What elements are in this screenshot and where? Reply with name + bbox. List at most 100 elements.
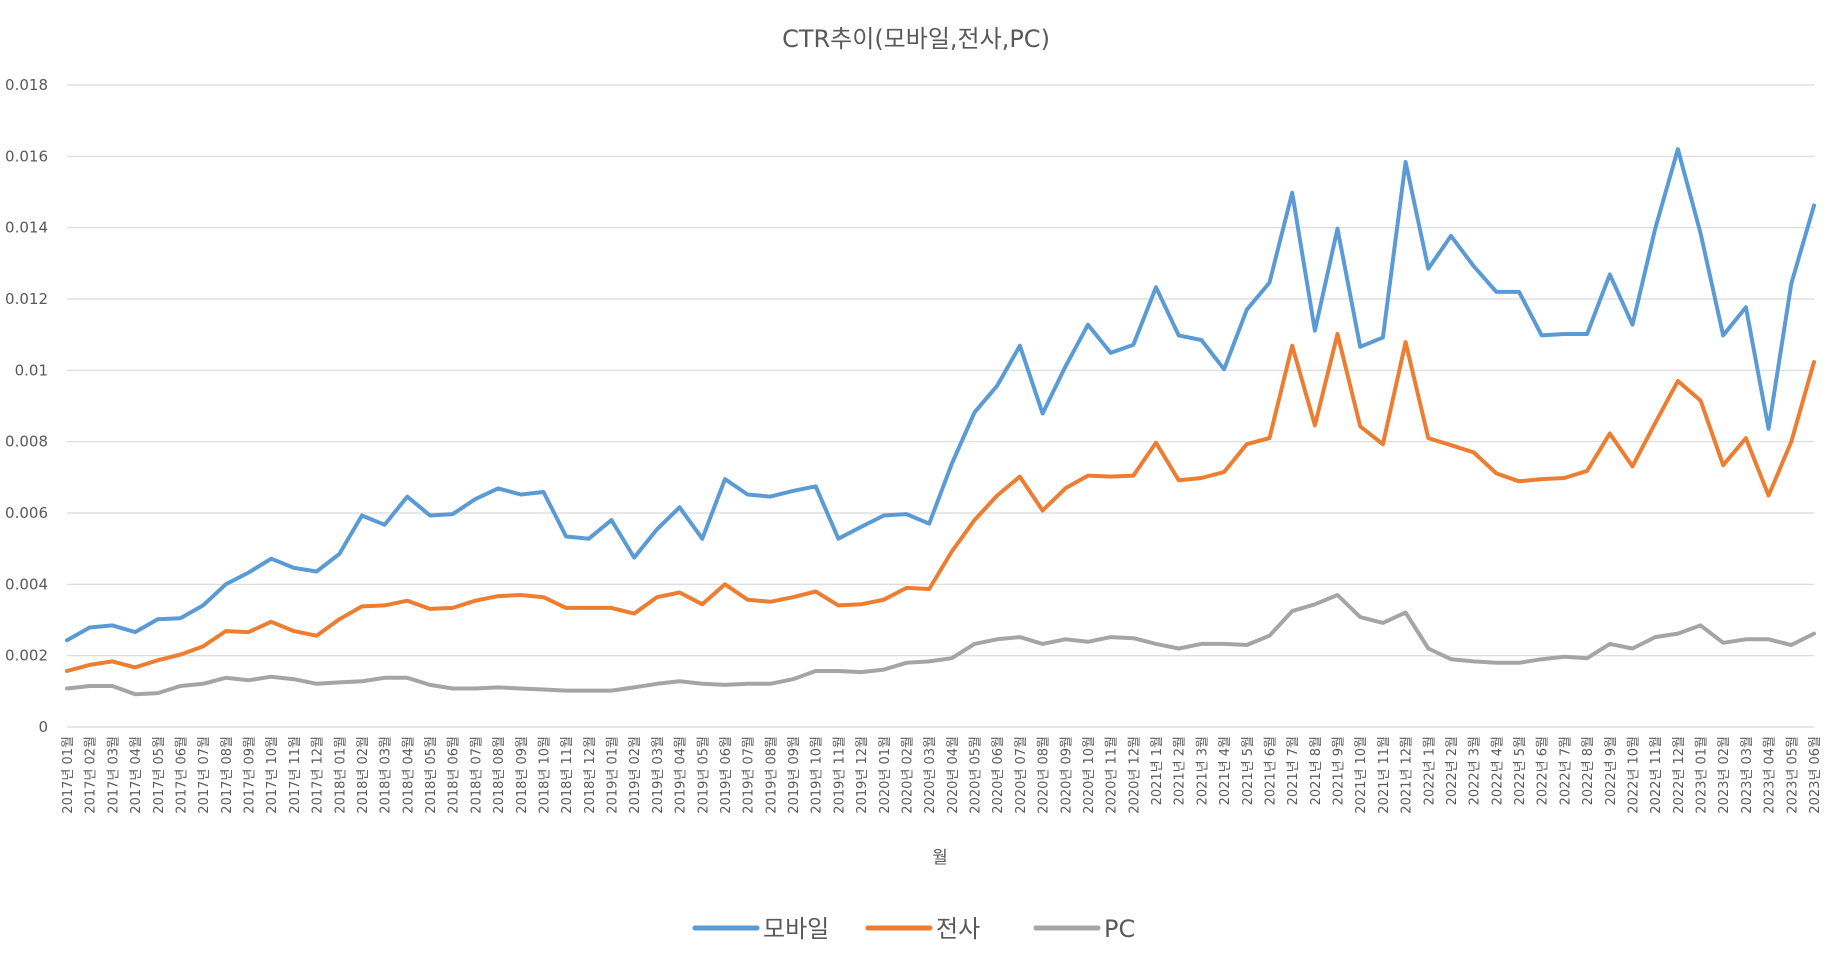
x-axis-title: 월: [932, 848, 948, 868]
y-tick-label: 0.016: [5, 147, 48, 165]
x-tick-label: 2022년 2월: [1445, 736, 1460, 805]
x-tick-label: 2021년 9월: [1332, 736, 1347, 805]
x-tick-label: 2019년 03월: [651, 736, 666, 814]
legend-label: PC: [1104, 915, 1135, 943]
legend-label: 모바일: [763, 915, 829, 943]
y-tick-label: 0: [38, 718, 48, 736]
x-tick-label: 2017년 07월: [197, 736, 212, 814]
x-tick-label: 2022년 4월: [1490, 736, 1505, 805]
x-tick-label: 2018년 12월: [583, 736, 598, 814]
x-tick-label: 2021년 10월: [1354, 736, 1369, 814]
x-tick-label: 2019년 07월: [742, 736, 757, 814]
x-tick-label: 2017년 03월: [106, 736, 121, 814]
y-axis-ticks: 0 0.002 0.004 0.006 0.008 0.01 0.012 0.014 0.016…: [5, 76, 48, 736]
x-tick-label: 2020년 04월: [946, 736, 961, 814]
x-tick-label: 2019년 11월: [832, 736, 847, 814]
x-tick-label: 2021년 1월: [1150, 736, 1165, 805]
gridlines: [67, 84, 1814, 728]
x-tick-label: 2020년 01월: [878, 736, 893, 814]
x-tick-label: 2019년 05월: [696, 736, 711, 814]
y-tick-label: 0.008: [5, 433, 48, 451]
y-tick-label: 0.002: [5, 647, 48, 665]
chart-title: CTR추이(모바일,전사,PC): [782, 25, 1050, 53]
x-tick-label: 2022년 12월: [1672, 736, 1687, 814]
x-tick-label: 2018년 07월: [469, 736, 484, 814]
y-tick-label: 0.012: [5, 290, 48, 308]
x-tick-label: 2017년 09월: [243, 736, 258, 814]
y-tick-label: 0.004: [5, 575, 48, 593]
legend-item: PC: [1033, 915, 1135, 943]
x-tick-label: 2019년 06월: [719, 736, 734, 814]
x-axis-ticks: 2017년 01월 2017년 02월 2017년 03월 2017년 04월 2017…: [61, 736, 1823, 814]
x-tick-label: 2020년 06월: [991, 736, 1006, 814]
x-tick-label: 2022년 9월: [1604, 736, 1619, 805]
x-tick-label: 2020년 03월: [923, 736, 938, 814]
x-tick-label: 2018년 01월: [333, 736, 348, 814]
x-tick-label: 2022년 1월: [1422, 736, 1437, 805]
x-tick-label: 2020년 11월: [1105, 736, 1120, 814]
x-tick-label: 2020년 07월: [1014, 736, 1029, 814]
series-lines: [65, 147, 1816, 697]
x-tick-label: 2023년 02월: [1717, 736, 1732, 814]
x-tick-label: 2021년 5월: [1241, 736, 1256, 805]
x-tick-label: 2018년 10월: [537, 736, 552, 814]
x-tick-label: 2021년 4월: [1218, 736, 1233, 805]
x-tick-label: 2019년 10월: [810, 736, 825, 814]
x-tick-label: 2020년 08월: [1037, 736, 1052, 814]
x-tick-label: 2017년 06월: [174, 736, 189, 814]
x-tick-label: 2020년 12월: [1127, 736, 1142, 814]
x-tick-label: 2021년 11월: [1377, 736, 1392, 814]
x-tick-label: 2023년 04월: [1763, 736, 1778, 814]
x-tick-label: 2021년 3월: [1195, 736, 1210, 805]
x-tick-label: 2018년 04월: [401, 736, 416, 814]
x-tick-label: 2022년 8월: [1581, 736, 1596, 805]
series-line-3: [65, 593, 1816, 697]
y-tick-label: 0.006: [5, 504, 48, 522]
x-tick-label: 2020년 10월: [1082, 736, 1097, 814]
x-tick-label: 2022년 7월: [1558, 736, 1573, 805]
x-tick-label: 2018년 11월: [560, 736, 575, 814]
x-tick-label: 2018년 06월: [447, 736, 462, 814]
legend: 모바일 전사 PC: [692, 915, 1135, 943]
legend-item: 모바일: [692, 915, 829, 943]
legend-label: 전사: [936, 915, 980, 943]
x-tick-label: 2018년 05월: [424, 736, 439, 814]
x-tick-label: 2017년 08월: [220, 736, 235, 814]
x-tick-label: 2022년 11월: [1649, 736, 1664, 814]
series-line-2: [65, 332, 1816, 673]
x-tick-label: 2021년 7월: [1286, 736, 1301, 805]
x-tick-label: 2020년 05월: [969, 736, 984, 814]
x-tick-label: 2021년 8월: [1309, 736, 1324, 805]
x-tick-label: 2020년 02월: [900, 736, 915, 814]
y-tick-label: 0.01: [15, 361, 48, 379]
x-tick-label: 2019년 12월: [855, 736, 870, 814]
x-tick-label: 2017년 10월: [265, 736, 280, 814]
x-tick-label: 2017년 04월: [129, 736, 144, 814]
x-tick-label: 2023년 03월: [1740, 736, 1755, 814]
x-tick-label: 2017년 11월: [288, 736, 303, 814]
x-tick-label: 2022년 10월: [1626, 736, 1641, 814]
y-tick-label: 0.014: [5, 219, 48, 237]
y-tick-label: 0.018: [5, 76, 48, 94]
x-tick-label: 2023년 01월: [1695, 736, 1710, 814]
x-tick-label: 2019년 04월: [674, 736, 689, 814]
legend-item: 전사: [865, 915, 980, 943]
x-tick-label: 2017년 02월: [84, 736, 99, 814]
x-tick-label: 2019년 02월: [628, 736, 643, 814]
x-tick-label: 2018년 02월: [356, 736, 371, 814]
x-tick-label: 2017년 05월: [152, 736, 167, 814]
x-tick-label: 2021년 6월: [1263, 736, 1278, 805]
x-tick-label: 2022년 3월: [1468, 736, 1483, 805]
x-tick-label: 2017년 12월: [311, 736, 326, 814]
x-tick-label: 2023년 06월: [1808, 736, 1823, 814]
x-tick-label: 2022년 6월: [1536, 736, 1551, 805]
x-tick-label: 2017년 01월: [61, 736, 76, 814]
x-tick-label: 2021년 12월: [1400, 736, 1415, 814]
x-tick-label: 2022년 5월: [1513, 736, 1528, 805]
x-tick-label: 2019년 09월: [787, 736, 802, 814]
x-tick-label: 2019년 08월: [764, 736, 779, 814]
x-tick-label: 2020년 09월: [1059, 736, 1074, 814]
x-tick-label: 2018년 03월: [379, 736, 394, 814]
x-tick-label: 2018년 09월: [515, 736, 530, 814]
